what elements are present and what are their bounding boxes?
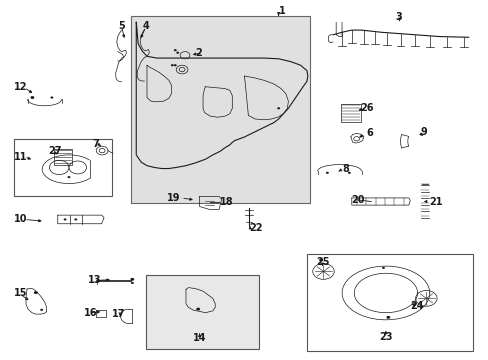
Text: 10: 10 bbox=[14, 215, 28, 224]
Bar bbox=[340, 104, 360, 122]
Text: 4: 4 bbox=[142, 21, 149, 31]
Text: 18: 18 bbox=[220, 197, 233, 207]
Text: 6: 6 bbox=[366, 129, 372, 138]
Circle shape bbox=[131, 282, 134, 284]
Text: 24: 24 bbox=[409, 301, 423, 311]
Circle shape bbox=[176, 51, 179, 54]
Text: 7: 7 bbox=[92, 139, 99, 149]
Bar bbox=[306, 253, 472, 351]
Circle shape bbox=[50, 96, 53, 99]
Text: 11: 11 bbox=[14, 152, 28, 162]
Circle shape bbox=[325, 172, 328, 174]
Circle shape bbox=[63, 219, 66, 221]
Circle shape bbox=[40, 309, 43, 311]
Circle shape bbox=[130, 278, 134, 281]
Text: 12: 12 bbox=[14, 82, 28, 92]
Text: 20: 20 bbox=[350, 195, 364, 205]
Bar bbox=[14, 139, 112, 196]
Text: 19: 19 bbox=[166, 193, 180, 203]
Text: 8: 8 bbox=[341, 164, 348, 174]
Text: 16: 16 bbox=[83, 308, 97, 318]
Circle shape bbox=[170, 64, 173, 66]
Text: 5: 5 bbox=[118, 21, 125, 31]
Circle shape bbox=[347, 172, 350, 174]
Bar bbox=[131, 16, 310, 203]
Bar bbox=[146, 275, 259, 348]
Text: 21: 21 bbox=[428, 197, 442, 207]
Bar bbox=[54, 149, 72, 165]
Circle shape bbox=[173, 64, 176, 66]
Text: 2: 2 bbox=[195, 48, 202, 58]
Text: 1: 1 bbox=[278, 6, 285, 17]
Circle shape bbox=[74, 219, 77, 221]
Circle shape bbox=[67, 176, 70, 178]
Circle shape bbox=[319, 258, 323, 261]
Circle shape bbox=[34, 291, 38, 294]
Circle shape bbox=[30, 96, 34, 99]
Text: 13: 13 bbox=[87, 275, 101, 285]
Text: 17: 17 bbox=[112, 310, 125, 319]
Text: 25: 25 bbox=[316, 257, 329, 267]
Text: 26: 26 bbox=[360, 103, 373, 113]
Text: 15: 15 bbox=[14, 288, 28, 298]
Text: 9: 9 bbox=[419, 127, 426, 136]
Text: 23: 23 bbox=[378, 332, 392, 342]
Circle shape bbox=[381, 267, 384, 269]
Circle shape bbox=[173, 49, 176, 51]
Text: 14: 14 bbox=[192, 333, 206, 343]
Circle shape bbox=[386, 316, 389, 319]
Circle shape bbox=[277, 107, 280, 109]
Text: 3: 3 bbox=[395, 12, 402, 22]
Text: 22: 22 bbox=[249, 224, 263, 233]
Circle shape bbox=[196, 308, 200, 311]
Text: 27: 27 bbox=[48, 146, 62, 156]
